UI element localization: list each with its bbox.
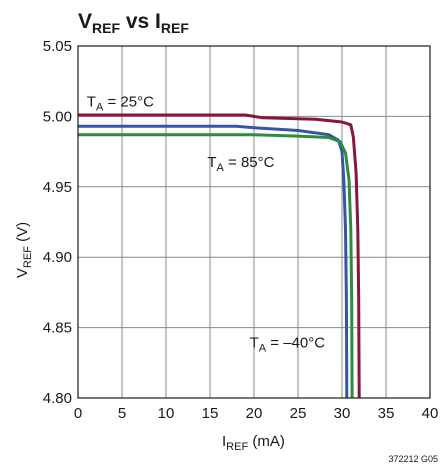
chart-title: VREF vs IREF bbox=[78, 10, 189, 36]
y-tick-label: 4.90 bbox=[43, 249, 72, 266]
x-tick-label: 35 bbox=[378, 405, 395, 422]
x-axis-label-unit: (mA) bbox=[248, 433, 285, 450]
series-label-2: TA = 85°C bbox=[207, 154, 274, 174]
y-tick-label: 5.00 bbox=[43, 108, 72, 125]
x-tick-label: 0 bbox=[74, 405, 82, 422]
title-v: V bbox=[78, 10, 92, 33]
x-tick-label: 40 bbox=[422, 405, 439, 422]
series-labels: TA = 25°C TA = 85°C TA = –40°C bbox=[87, 94, 325, 355]
y-tick-labels: 4.80 4.85 4.90 4.95 5.00 5.05 bbox=[43, 38, 72, 407]
x-tick-label: 5 bbox=[118, 405, 126, 422]
x-axis-label-i: I bbox=[222, 433, 226, 450]
series-label-3: TA = –40°C bbox=[250, 334, 326, 354]
title-vs-i: vs I bbox=[120, 10, 161, 33]
x-tick-label: 30 bbox=[334, 405, 351, 422]
y-axis-label-subscript: REF bbox=[22, 246, 34, 268]
y-axis-label-unit: (V) bbox=[14, 222, 31, 246]
x-tick-label: 25 bbox=[290, 405, 307, 422]
y-tick-label: 4.95 bbox=[43, 179, 72, 196]
y-tick-label: 4.80 bbox=[43, 390, 72, 407]
series-label-1: TA = 25°C bbox=[87, 94, 154, 114]
y-tick-label: 5.05 bbox=[43, 38, 72, 55]
series-line-1 bbox=[78, 113, 361, 399]
title-i-subscript: REF bbox=[161, 20, 189, 36]
x-tick-labels: 0 5 10 15 20 25 30 35 40 bbox=[74, 405, 439, 422]
series-line-3 bbox=[78, 133, 354, 399]
y-axis-label: VREF (V) bbox=[14, 222, 34, 278]
y-tick-label: 4.85 bbox=[43, 320, 72, 337]
x-axis-label: IREF (mA) bbox=[222, 433, 285, 453]
x-tick-label: 20 bbox=[246, 405, 263, 422]
x-tick-label: 10 bbox=[158, 405, 175, 422]
figure-code: 372212 G05 bbox=[388, 454, 438, 464]
title-v-subscript: REF bbox=[92, 20, 120, 36]
plot-frame bbox=[77, 45, 431, 399]
series-lines bbox=[78, 113, 361, 399]
x-axis-label-subscript: REF bbox=[226, 441, 248, 453]
y-axis-label-v: V bbox=[14, 268, 31, 278]
x-tick-label: 15 bbox=[202, 405, 219, 422]
